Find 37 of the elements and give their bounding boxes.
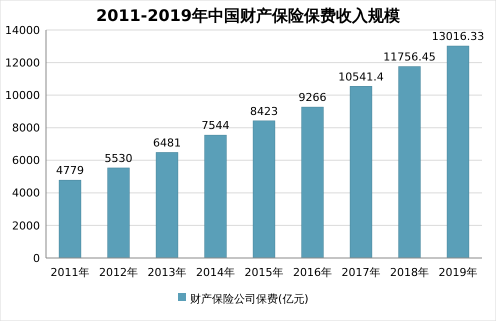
x-tick-label: 2013年 bbox=[148, 266, 187, 279]
x-tick-label: 2016年 bbox=[293, 266, 332, 279]
data-label: 13016.33 bbox=[432, 30, 484, 44]
x-tick-label: 2011年 bbox=[50, 266, 90, 279]
bar bbox=[252, 120, 276, 258]
bar bbox=[204, 134, 227, 258]
y-tick-label: 4000 bbox=[12, 186, 40, 200]
data-label: 8423 bbox=[250, 104, 278, 118]
bar bbox=[301, 106, 324, 258]
y-tick-label: 14000 bbox=[5, 24, 40, 37]
bar bbox=[58, 180, 82, 258]
bar bbox=[156, 152, 178, 258]
y-tick-label: 2000 bbox=[12, 219, 40, 232]
x-tick-label: 2017年 bbox=[341, 266, 380, 279]
data-label: 4779 bbox=[56, 164, 84, 178]
bar bbox=[446, 46, 470, 258]
y-tick-label: 12000 bbox=[5, 56, 40, 70]
x-tick-label: 2015年 bbox=[244, 266, 284, 279]
bar bbox=[350, 86, 372, 258]
x-tick-label: 2019年 bbox=[438, 266, 478, 279]
y-tick-label: 6000 bbox=[12, 154, 40, 168]
y-tick-label: 8000 bbox=[12, 122, 40, 135]
y-tick-label: 10000 bbox=[5, 88, 40, 102]
data-label: 10541.4 bbox=[338, 70, 384, 84]
bar bbox=[107, 168, 130, 258]
data-label: 6481 bbox=[153, 136, 182, 150]
x-tick-label: 2014年 bbox=[196, 266, 235, 279]
data-label: 7544 bbox=[202, 119, 230, 132]
x-tick-label: 2012年 bbox=[99, 266, 138, 279]
data-label: 11756.45 bbox=[383, 50, 436, 64]
data-label: 9266 bbox=[298, 91, 326, 104]
chart-title: 2011-2019年中国财产保险保费收入规模 bbox=[96, 6, 400, 25]
y-tick-label: 0 bbox=[33, 252, 40, 265]
x-tick-label: 2018年 bbox=[390, 266, 429, 279]
data-label: 5530 bbox=[104, 152, 133, 165]
legend-label: 财产保险公司保费(亿元) bbox=[190, 292, 309, 306]
bar bbox=[398, 66, 421, 258]
